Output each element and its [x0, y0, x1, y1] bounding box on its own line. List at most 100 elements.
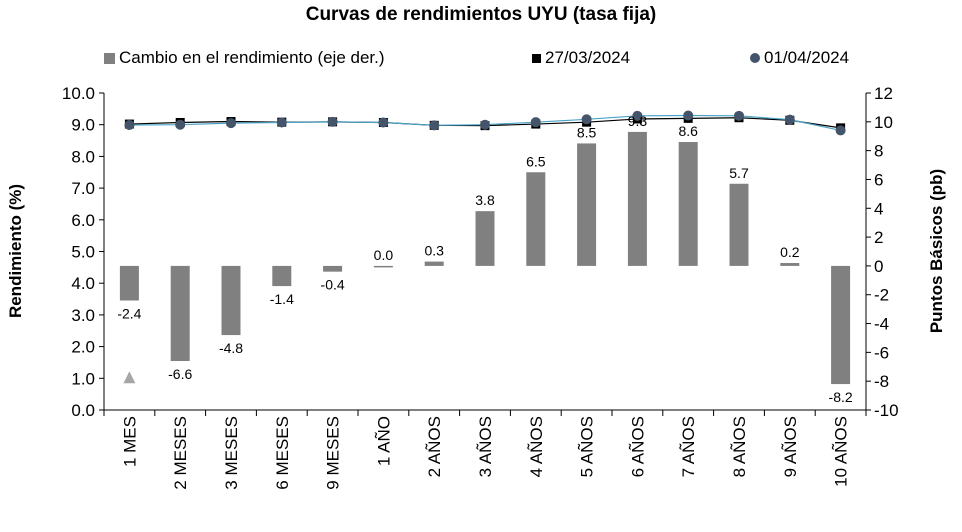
- y-tick-label: 0.0: [71, 401, 95, 420]
- bar-data-label: 8.6: [678, 123, 698, 139]
- y2-tick-label: 4: [874, 199, 883, 218]
- bar-data-label: 0.3: [424, 243, 444, 259]
- y2-tick-label: 12: [874, 84, 893, 103]
- series-point-circle: [276, 117, 287, 128]
- bar: [729, 183, 749, 266]
- bar-data-label: 0.2: [780, 244, 800, 260]
- y-tick-label: 5.0: [71, 243, 95, 262]
- y2-tick-label: -8: [874, 372, 889, 391]
- bar: [170, 265, 190, 362]
- y2-tick-label: 6: [874, 170, 883, 189]
- bar: [475, 211, 495, 266]
- x-tick-label: 2 AÑOS: [425, 416, 444, 477]
- series-point-circle: [327, 116, 338, 127]
- bars-group: [119, 131, 851, 385]
- x-tick-label: 2 MESES: [171, 416, 190, 490]
- bar: [221, 265, 241, 336]
- bar: [119, 265, 139, 301]
- x-tick-label: 8 AÑOS: [730, 416, 749, 477]
- series-point-circle: [683, 110, 694, 121]
- y-tick-label: 2.0: [71, 338, 95, 357]
- bar: [424, 261, 444, 266]
- x-tick-label: 10 AÑOS: [832, 416, 851, 487]
- axes-group: 0.0 1.0 2.0 3.0 4.0 5.0 6.0 7.0 8.0 9.0 10.0 -10 -8 -…: [62, 84, 899, 490]
- bar-data-label: -8.2: [829, 389, 853, 405]
- series-point-circle: [429, 120, 440, 131]
- y2-tick-label: -2: [874, 286, 889, 305]
- y2-tick-label: 10: [874, 113, 893, 132]
- series-point-circle: [175, 119, 186, 130]
- bar-data-label: -6.6: [168, 366, 192, 382]
- x-tick-label: 3 AÑOS: [476, 416, 495, 477]
- bar: [577, 143, 597, 266]
- y-tick-label: 10.0: [62, 84, 95, 103]
- y2-tick-label: 2: [874, 228, 883, 247]
- bar: [831, 265, 851, 385]
- x-tick-label: 6 MESES: [273, 416, 292, 490]
- bar-data-label: 9.3: [628, 113, 648, 129]
- x-tick-label: 1 AÑO: [374, 416, 393, 466]
- x-tick-label: 7 AÑOS: [679, 416, 698, 477]
- y-tick-label: 7.0: [71, 179, 95, 198]
- x-tick-label: 4 AÑOS: [527, 416, 546, 477]
- legend-swatch-circle: [750, 53, 760, 63]
- bar-data-label: -2.4: [117, 305, 141, 321]
- bar: [780, 263, 800, 266]
- bar-data-label: -0.4: [321, 277, 345, 293]
- y2-tick-label: -10: [874, 401, 899, 420]
- x-tick-label: 9 AÑOS: [781, 416, 800, 477]
- legend-item-series-2: 01/04/2024: [750, 48, 849, 68]
- bar-data-label: 0.0: [374, 247, 394, 263]
- legend-label-series-1: 27/03/2024: [545, 48, 631, 67]
- series-point-circle: [632, 110, 643, 121]
- y-tick-label: 9.0: [71, 116, 95, 135]
- legend-swatch-square: [532, 53, 541, 63]
- x-tick-label: 3 MESES: [222, 416, 241, 490]
- y-axis-title: Rendimiento (%): [6, 184, 25, 318]
- series-point-circle: [734, 110, 744, 121]
- series-point-circle: [480, 119, 490, 130]
- y-tick-label: 1.0: [71, 369, 95, 388]
- series-point-circle: [581, 114, 592, 125]
- legend-label-series-2: 01/04/2024: [764, 48, 850, 67]
- x-tick-label: 9 MESES: [324, 416, 343, 490]
- series-point-circle: [124, 120, 135, 131]
- bar: [272, 265, 292, 287]
- y2-tick-label: -6: [874, 343, 889, 362]
- series-point-circle: [835, 125, 846, 136]
- series-point-circle: [226, 118, 236, 129]
- series-point-circle: [378, 117, 389, 128]
- labels-group: -2.4 -6.6 -4.8 -1.4 -0.4 0.0 0.3 3.8 6.5 8.5 9.3 8.…: [117, 113, 853, 405]
- triangle-marker: [123, 371, 136, 384]
- legend-label-bar: Cambio en el rendimiento (eje der.): [119, 48, 385, 67]
- x-tick-label: 1 MES: [120, 416, 139, 467]
- bar: [323, 265, 343, 272]
- bar: [526, 172, 546, 266]
- y2-tick-label: 8: [874, 142, 883, 161]
- x-tick-label: 5 AÑOS: [578, 416, 597, 477]
- y-tick-label: 4.0: [71, 274, 95, 293]
- bar: [373, 265, 393, 268]
- bar-data-label: 6.5: [526, 153, 546, 169]
- bar-data-label: 3.8: [475, 192, 495, 208]
- bar: [678, 141, 698, 266]
- chart-title: Curvas de rendimientos UYU (tasa fija): [305, 4, 657, 25]
- bar-data-label: -4.8: [219, 340, 243, 356]
- y2-tick-label: 0: [874, 257, 883, 276]
- x-tick-label: 6 AÑOS: [628, 416, 647, 477]
- bar: [627, 131, 647, 266]
- y-tick-label: 6.0: [71, 211, 95, 230]
- legend-swatch-bar: [104, 52, 115, 64]
- series-point-circle: [784, 114, 795, 125]
- y-tick-label: 3.0: [71, 306, 95, 325]
- bar-data-label: 5.7: [729, 165, 749, 181]
- y2-axis-title: Puntos Básicos (pb): [927, 169, 946, 333]
- legend-item-bar: Cambio en el rendimiento (eje der.): [104, 48, 385, 68]
- bar-data-label: 8.5: [577, 124, 597, 140]
- lines-group: [123, 110, 846, 384]
- y2-tick-label: -4: [874, 315, 889, 334]
- legend-item-series-1: 27/03/2024: [532, 48, 630, 68]
- series-point-circle: [530, 117, 541, 128]
- y-tick-label: 8.0: [71, 147, 95, 166]
